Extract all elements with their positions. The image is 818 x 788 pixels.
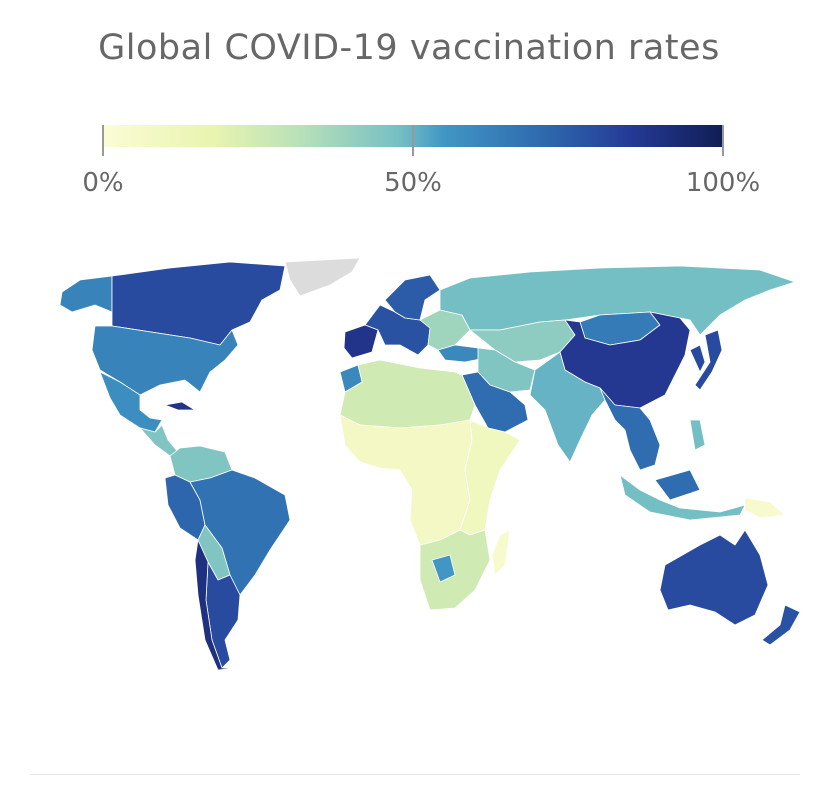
region-botswana: Botswana: 55% — [431, 554, 456, 583]
legend-label-50: 50% — [384, 168, 442, 198]
region-iberia: Iberia: 88% — [343, 324, 379, 359]
region-saudi-arabia-gulf: Saudi Arabia/Gulf: 70% — [461, 371, 529, 433]
region-north-africa: North Africa: 25% — [339, 359, 476, 429]
region-japan-korea: Japan/Korea: 80% — [689, 329, 723, 391]
region-central-america: Central America: 45% — [139, 424, 179, 457]
world-map: GreenlandAlaska (USA): 62%Canada: 80%Uni… — [59, 257, 801, 671]
legend-tick-50 — [412, 125, 414, 156]
region-new-zealand: New Zealand: 78% — [761, 604, 801, 646]
region-united-states: United States: 62% — [91, 325, 239, 396]
region-cuba: Cuba: 88% — [164, 401, 196, 411]
region-morocco: Morocco: 60% — [339, 364, 363, 393]
region-india-south-asia: India/South Asia: 50% — [529, 351, 606, 463]
region-australia: Australia: 80% — [659, 529, 769, 626]
chart-title: Global COVID-19 vaccination rates — [98, 28, 720, 68]
legend-label-0: 0% — [82, 168, 124, 198]
region-southeast-asia: Southeast Asia: 70% — [599, 387, 701, 501]
region-scandinavia: Scandinavia: 75% — [384, 274, 441, 321]
region-madagascar: Madagascar: 4% — [491, 529, 511, 576]
region-southern-africa: Southern Africa: 25% — [419, 529, 491, 611]
legend-tick-100 — [722, 125, 724, 156]
region-alaska-usa-: Alaska (USA): 62% — [59, 275, 113, 313]
region-west-central-africa: West/Central Africa: 8% — [339, 414, 473, 546]
legend-label-100: 100% — [685, 168, 761, 198]
divider — [30, 774, 800, 775]
region-chile: Chile: 90% — [194, 539, 236, 671]
region-mexico: Mexico: 58% — [99, 371, 163, 433]
region-greenland: Greenland — [284, 257, 361, 297]
legend-tick-0 — [102, 125, 104, 156]
region-papua-new-guinea: Papua New Guinea: 4% — [744, 497, 786, 519]
